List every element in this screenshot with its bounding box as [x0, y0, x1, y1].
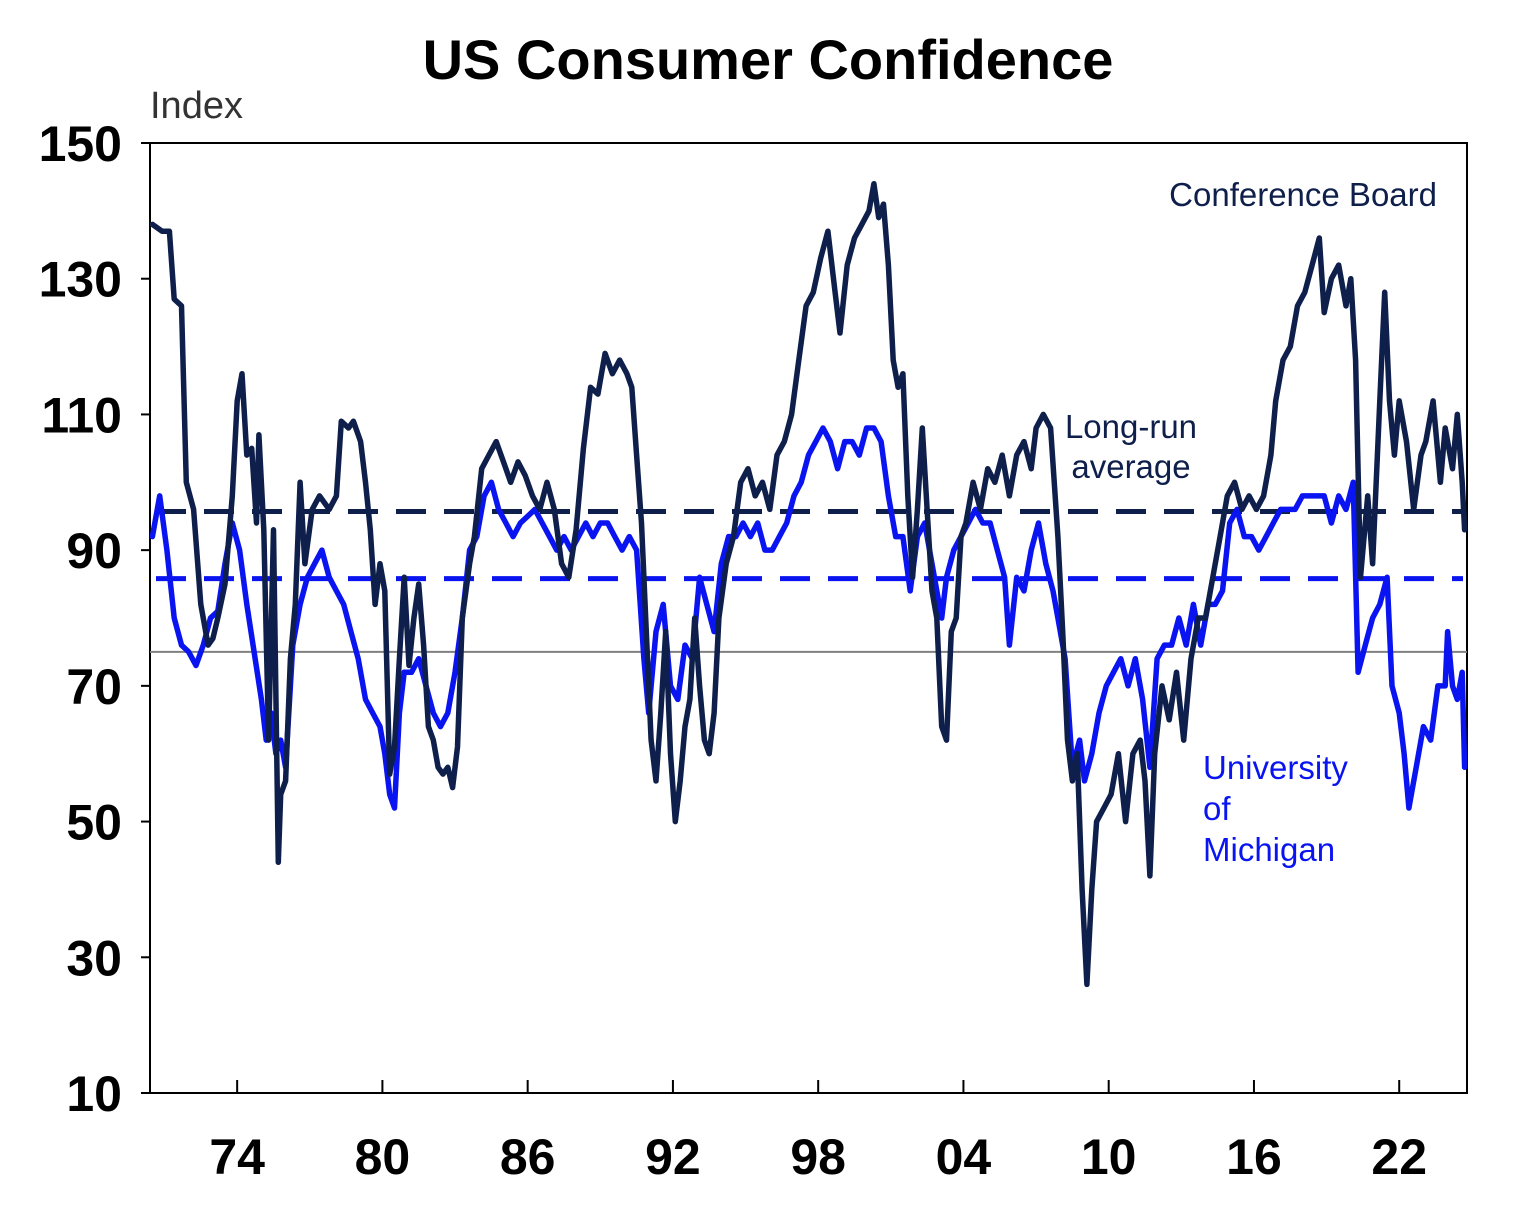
conference-board-series-line	[149, 180, 1468, 988]
y-axis-unit-label: Index	[150, 85, 243, 127]
x-tick-label: 74	[209, 1129, 265, 1185]
y-tick-label: 110	[41, 387, 122, 443]
university-of-michigan-series-label: University of Michigan	[1203, 749, 1348, 868]
conference-board-series-label: Conference Board	[1169, 176, 1437, 213]
label-line: Michigan	[1203, 831, 1335, 868]
y-tick-label: 130	[39, 252, 122, 308]
x-tick-label: 22	[1371, 1129, 1427, 1185]
x-tick-label: 16	[1226, 1129, 1282, 1185]
long-run-average-label: Long-run average	[1065, 408, 1197, 485]
x-tick-label: 04	[936, 1129, 992, 1185]
y-tick-label: 150	[39, 116, 122, 172]
label-line: of	[1203, 790, 1231, 827]
label-line: average	[1071, 448, 1190, 485]
label-line: Long-run	[1065, 408, 1197, 445]
y-tick-label: 10	[66, 1066, 122, 1122]
y-tick-label: 70	[66, 659, 122, 715]
x-tick-label: 98	[790, 1129, 846, 1185]
y-tick-label: 30	[66, 930, 122, 986]
plot-area: 150 130 110 90 70 50 30 10 74 80 86 92 98 04 10 16 22	[39, 116, 1468, 1185]
plot-frame	[149, 142, 1468, 1094]
chart-title: US Consumer Confidence	[423, 28, 1114, 91]
university-of-michigan-series-line	[149, 425, 1468, 811]
x-tick-label: 80	[355, 1129, 411, 1185]
y-tick-label: 90	[66, 523, 122, 579]
label-line: Conference Board	[1169, 176, 1437, 213]
x-tick-label: 86	[500, 1129, 556, 1185]
x-tick-label: 92	[645, 1129, 701, 1185]
x-tick-label: 10	[1081, 1129, 1137, 1185]
y-tick-label: 50	[66, 795, 122, 851]
label-line: University	[1203, 749, 1348, 786]
